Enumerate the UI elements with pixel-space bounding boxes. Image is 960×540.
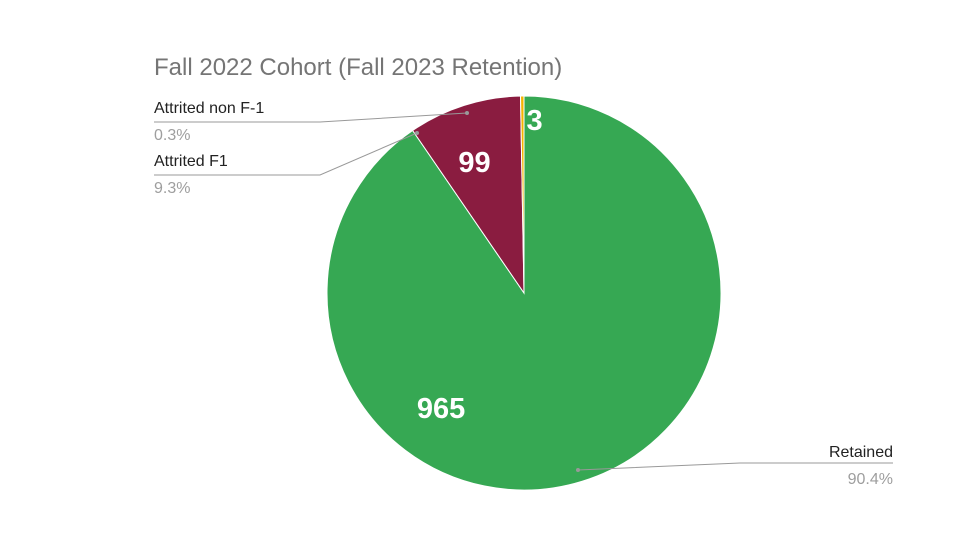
slice-value-label: 965 — [417, 393, 465, 425]
pie-slice-attrited-non-f-1 — [520, 95, 525, 294]
slice-labels: 965 99 3 — [417, 105, 543, 425]
leader-line — [154, 112, 468, 123]
leader-dot — [576, 468, 580, 472]
slice-name-label: Attrited non F-1 — [154, 100, 264, 117]
slice-percent-label: 9.3% — [154, 180, 190, 197]
slice-value-label: 99 — [458, 147, 490, 179]
leader-line — [577, 462, 893, 471]
slice-percent-label: 90.4% — [848, 471, 893, 488]
leader-dot — [415, 131, 419, 135]
slice-percent-label: 0.3% — [154, 127, 190, 144]
slice-callouts: Attrited non F-1 0.3% Attrited F1 9.3% Retai… — [154, 100, 893, 488]
leader-line — [154, 132, 418, 176]
leader-dot — [465, 111, 469, 115]
slice-name-label: Attrited F1 — [154, 153, 228, 170]
slice-value-label: 3 — [526, 105, 542, 137]
chart-title: Fall 2022 Cohort (Fall 2023 Retention) — [154, 54, 562, 81]
pie-slices — [326, 95, 722, 491]
pie-slice-attrited-f1 — [411, 95, 525, 295]
slice-name-label: Retained — [829, 444, 893, 461]
leader-lines — [154, 111, 893, 472]
